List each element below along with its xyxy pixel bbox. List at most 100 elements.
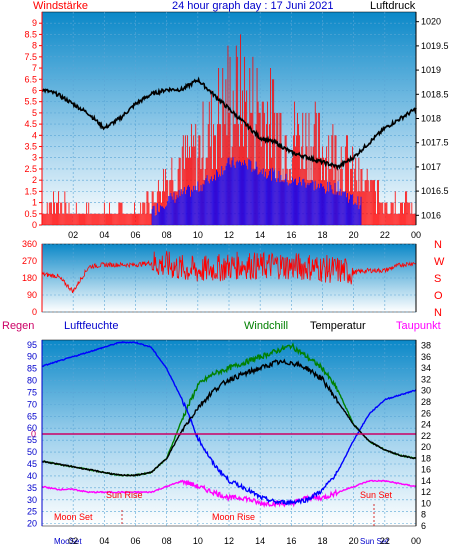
wind-tick-label: 4 (32, 130, 37, 140)
temperature-tick-label: 36 (421, 352, 431, 362)
humidity-tick-label: 30 (27, 495, 37, 505)
wind-tick-label: 1 (32, 198, 37, 208)
temperature-humidity-chart: 0 Sun Rise Sun Set Moon Set Moon Rise MooSet… (27, 339, 431, 546)
temp-hour-tick-label: 10 (193, 536, 203, 546)
humidity-tick-label: 60 (27, 423, 37, 433)
sun-rise-label: Sun Rise (106, 490, 143, 500)
wind-tick-label: 0 (32, 220, 37, 230)
temperature-tick-label: 12 (421, 487, 431, 497)
hour-tick-label: 14 (255, 230, 265, 240)
hour-tick-label: 16 (286, 230, 296, 240)
humidity-tick-label: 50 (27, 447, 37, 457)
hour-tick-label: 06 (130, 230, 140, 240)
temp-hour-tick-label: 08 (162, 536, 172, 546)
luftfeuchte-label: Luftfeuchte (64, 320, 119, 332)
temperature-tick-label: 26 (421, 408, 431, 418)
hour-tick-label: 04 (99, 230, 109, 240)
direction-tick-label: 270 (22, 256, 37, 266)
temp-hour-tick-label: 12 (224, 536, 234, 546)
humidity-tick-label: 85 (27, 364, 37, 374)
humidity-tick-label: 35 (27, 483, 37, 493)
direction-tick-label: 0 (32, 307, 37, 317)
wind-tick-label: 7 (32, 63, 37, 73)
wind-tick-label: 2 (32, 175, 37, 185)
pressure-tick-label: 1018.5 (421, 89, 449, 99)
humidity-tick-label: 95 (27, 340, 37, 350)
temp-hour-tick-label: 16 (286, 536, 296, 546)
humidity-tick-label: 80 (27, 376, 37, 386)
wind-axis-title: Windstärke (33, 0, 89, 12)
moon-set-label: Moon Set (54, 512, 93, 522)
compass-letter: N (434, 307, 442, 319)
wind-direction-line (41, 250, 417, 293)
pressure-tick-label: 1017.5 (421, 138, 449, 148)
compass-letter: W (434, 256, 445, 268)
wind-tick-label: 8.5 (24, 29, 37, 39)
compass-letter: O (434, 290, 443, 302)
wind-tick-label: 0.5 (24, 209, 37, 219)
taupunkt-line (41, 479, 417, 509)
sun-set-label: Sun Set (360, 490, 393, 500)
temp-hour-tick-label: 18 (317, 536, 327, 546)
temperatur-label: Temperatur (310, 320, 366, 332)
pressure-tick-label: 1017 (421, 162, 441, 172)
wind-tick-label: 3.5 (24, 142, 37, 152)
hour-tick-label: 00 (411, 230, 421, 240)
windchill-label: Windchill (244, 320, 289, 332)
wind-tick-label: 6.5 (24, 74, 37, 84)
direction-tick-label: 180 (22, 273, 37, 283)
moon-rise-label: Moon Rise (212, 512, 255, 522)
pressure-line (42, 76, 417, 171)
temp-panel-labels: Regen Luftfeuchte Windchill Temperatur T… (0, 318, 462, 336)
luftfeuchte-line (41, 340, 417, 507)
temperature-tick-label: 38 (421, 341, 431, 351)
hour-tick-label: 18 (317, 230, 327, 240)
temperature-tick-label: 6 (421, 521, 426, 531)
humidity-tick-label: 25 (27, 507, 37, 517)
wind-tick-label: 5 (32, 108, 37, 118)
wind-tick-label: 2.5 (24, 164, 37, 174)
wind-tick-label: 9 (32, 18, 37, 28)
humidity-tick-label: 40 (27, 471, 37, 481)
rain-zero-label: 0 (31, 429, 36, 439)
hour-tick-label: 20 (349, 230, 359, 240)
temp-hour-tick-label: 02 (68, 536, 78, 546)
temperature-tick-label: 24 (421, 420, 431, 430)
bottom-moonset-label: MooSet (54, 537, 82, 546)
hour-tick-label: 02 (68, 230, 78, 240)
chart-header: Windstärke 24 hour graph day : 17 Juni 2… (0, 0, 462, 14)
wind-tick-label: 7.5 (24, 52, 37, 62)
wind-tick-label: 4.5 (24, 119, 37, 129)
compass-letter: S (434, 273, 441, 285)
hour-tick-label: 22 (380, 230, 390, 240)
temperature-tick-label: 8 (421, 510, 426, 520)
compass-letter: N (434, 240, 442, 251)
temperature-tick-label: 14 (421, 476, 431, 486)
pressure-tick-label: 1019 (421, 65, 441, 75)
hour-tick-label: 10 (193, 230, 203, 240)
wind-pressure-chart: 98.5 87.576.56 5.554.54 3.532.521.5 10.50 10… (24, 11, 449, 240)
pressure-tick-label: 1020 (421, 17, 441, 27)
humidity-tick-label: 65 (27, 411, 37, 421)
humidity-tick-label: 70 (27, 399, 37, 409)
temperature-tick-label: 32 (421, 374, 431, 384)
hour-tick-label: 08 (162, 230, 172, 240)
wind-tick-label: 6 (32, 85, 37, 95)
temperature-tick-label: 10 (421, 498, 431, 508)
humidity-tick-label: 20 (27, 519, 37, 529)
temperature-tick-label: 22 (421, 431, 431, 441)
temp-hour-tick-label: 22 (380, 536, 390, 546)
wind-tick-label: 5.5 (24, 97, 37, 107)
temperature-tick-label: 34 (421, 363, 431, 373)
pressure-tick-label: 1019.5 (421, 41, 449, 51)
wind-tick-label: 1.5 (24, 186, 37, 196)
temperature-tick-label: 30 (421, 386, 431, 396)
pressure-tick-label: 1018 (421, 114, 441, 124)
temp-hour-tick-label: 00 (411, 536, 421, 546)
pressure-tick-label: 1016 (421, 210, 441, 220)
temperature-tick-label: 16 (421, 465, 431, 475)
temp-hour-tick-label: 14 (255, 536, 265, 546)
pressure-axis-title: Luftdruck (370, 0, 416, 12)
temperatur-line (41, 358, 417, 477)
temp-hour-tick-label: 04 (99, 536, 109, 546)
